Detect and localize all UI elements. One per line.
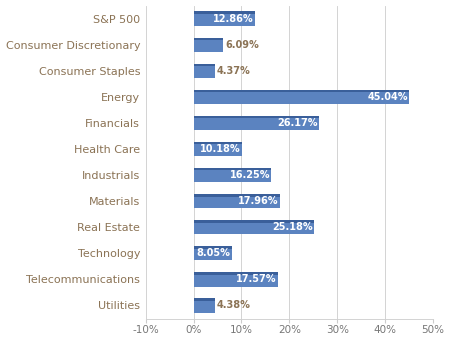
Text: 6.09%: 6.09% <box>225 40 259 50</box>
Text: 25.18%: 25.18% <box>272 222 313 232</box>
Bar <box>194 194 279 208</box>
Text: 4.38%: 4.38% <box>217 300 251 310</box>
Text: 16.25%: 16.25% <box>230 170 270 180</box>
Bar <box>194 11 255 14</box>
Text: 17.96%: 17.96% <box>238 196 278 206</box>
Bar <box>194 90 409 92</box>
Text: 10.18%: 10.18% <box>200 144 241 154</box>
Bar <box>194 220 314 234</box>
Bar <box>194 142 243 144</box>
Text: 45.04%: 45.04% <box>367 92 408 102</box>
Bar <box>194 38 223 52</box>
Text: 26.17%: 26.17% <box>277 118 317 128</box>
Bar <box>194 246 232 249</box>
Bar <box>194 90 409 104</box>
Bar <box>194 272 278 275</box>
Bar <box>194 298 215 313</box>
Text: 4.37%: 4.37% <box>217 66 251 76</box>
Bar <box>194 246 232 261</box>
Bar <box>194 168 271 182</box>
Bar <box>194 63 215 78</box>
Bar <box>194 272 278 286</box>
Bar <box>194 11 255 26</box>
Text: 8.05%: 8.05% <box>197 248 231 258</box>
Text: 12.86%: 12.86% <box>213 14 254 24</box>
Bar <box>194 142 243 156</box>
Bar <box>194 168 271 170</box>
Text: 17.57%: 17.57% <box>236 275 276 284</box>
Bar <box>194 38 223 40</box>
Bar <box>194 63 215 66</box>
Bar <box>194 116 319 130</box>
Bar <box>194 298 215 301</box>
Bar <box>194 220 314 223</box>
Bar <box>194 116 319 118</box>
Bar <box>194 194 279 196</box>
